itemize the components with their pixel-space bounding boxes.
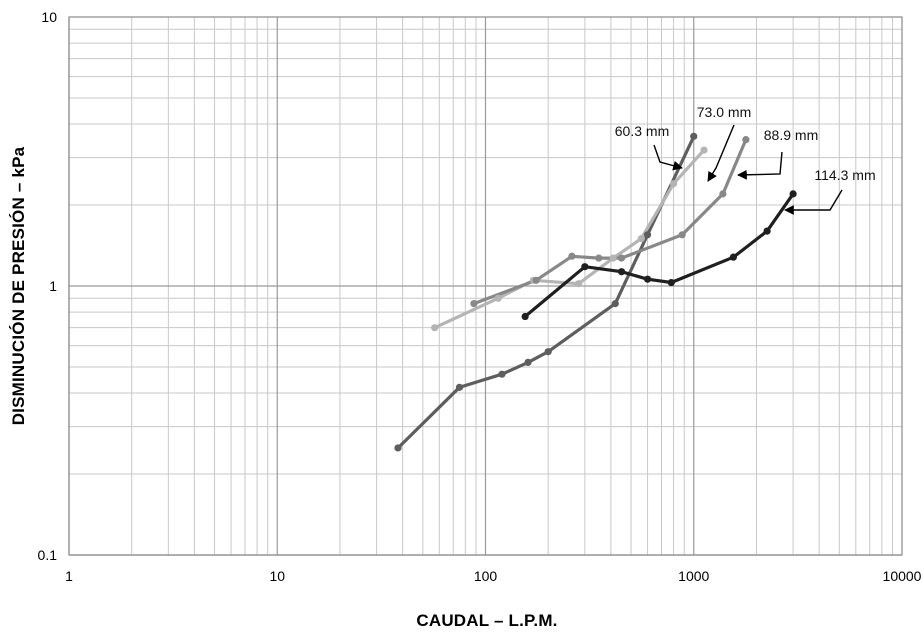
data-point (498, 370, 506, 378)
data-point (611, 300, 619, 308)
data-point (667, 278, 675, 287)
series-label-arrow (707, 124, 735, 182)
series-line-3 (472, 138, 748, 306)
series-label-arrow (784, 189, 843, 215)
series-line-4 (523, 192, 795, 319)
series-label: 60.3 mm (615, 123, 669, 139)
plot-frame (68, 16, 903, 556)
data-point (431, 324, 439, 332)
points-layer (394, 132, 797, 452)
series-line-2 (433, 148, 706, 330)
data-point (470, 300, 478, 308)
x-axis-title: CAUDAL – L.P.M. (416, 611, 557, 630)
data-point (575, 280, 583, 288)
series-label-arrow (737, 151, 783, 180)
data-point (742, 136, 750, 144)
data-point (394, 444, 402, 452)
data-point (617, 254, 626, 262)
data-point (678, 231, 686, 239)
data-point (532, 276, 540, 284)
data-point (729, 253, 737, 261)
data-point (643, 231, 652, 239)
series-label: 73.0 mm (697, 104, 751, 120)
data-point (524, 358, 532, 366)
series-line-1 (396, 134, 696, 450)
series-label: 114.3 mm (814, 167, 875, 183)
data-point (719, 190, 727, 198)
data-point (763, 227, 771, 235)
data-point (595, 254, 603, 262)
x-tick-label: 1000 (678, 568, 709, 584)
data-point (617, 268, 626, 276)
y-tick-label: 10 (41, 9, 57, 25)
x-tick-label: 10000 (883, 568, 922, 584)
data-point (521, 312, 529, 321)
data-point (609, 254, 617, 262)
series-layer (396, 134, 795, 450)
data-point (637, 235, 645, 243)
series-label-arrow (653, 144, 683, 171)
y-tick-label: 1 (49, 278, 57, 294)
data-point (789, 190, 797, 198)
x-tick-label: 1 (65, 568, 73, 584)
data-point (581, 263, 589, 271)
annotation-layer: 60.3 mm 73.0 mm 88.9 mm 114.3 mm (615, 104, 876, 215)
y-tick-label: 0.1 (38, 547, 58, 563)
series-label: 88.9 mm (764, 127, 818, 143)
x-tick-label: 100 (474, 568, 498, 584)
data-point (700, 146, 708, 154)
data-point (544, 348, 552, 356)
data-point (643, 275, 652, 283)
data-point (455, 383, 464, 391)
x-tick-label: 10 (269, 568, 285, 584)
data-point (690, 132, 698, 140)
data-point (669, 180, 678, 188)
data-point (494, 294, 502, 302)
tick-labels: 1 10 100 1000 10000 0.1 1 10 (38, 9, 922, 584)
data-point (568, 252, 576, 260)
y-axis-title: DISMINUCIÓN DE PRESIÓN – kPa (9, 146, 28, 425)
major-gridlines (68, 16, 903, 556)
